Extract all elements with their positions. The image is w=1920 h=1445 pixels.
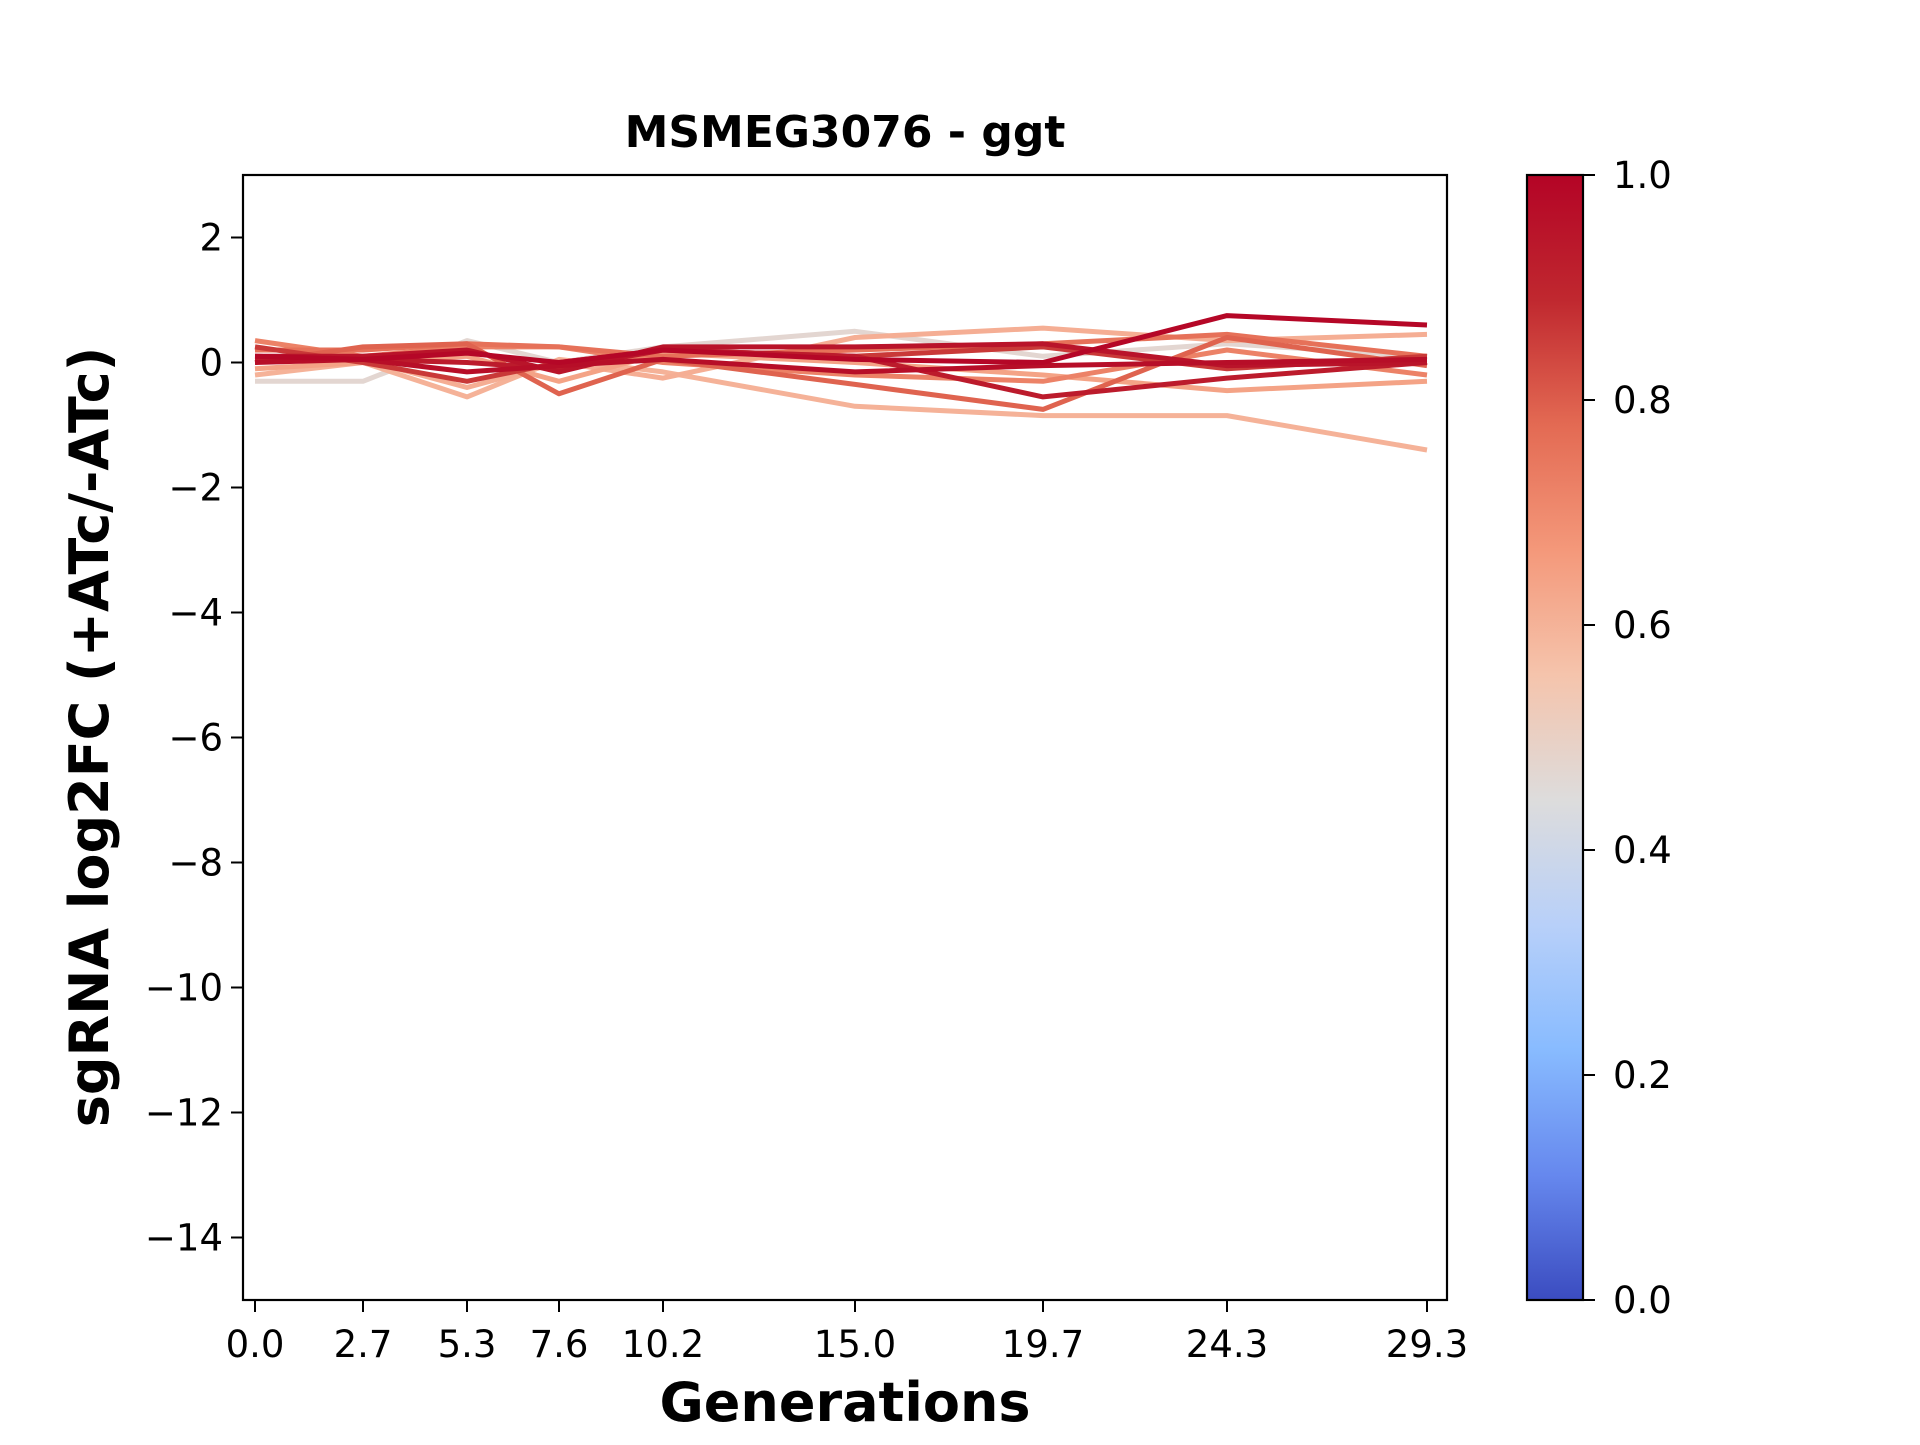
colorbar-tick-label: 0.0 — [1613, 1279, 1672, 1322]
x-tick-label: 24.3 — [1186, 1323, 1268, 1366]
y-tick-label: 0 — [199, 342, 223, 385]
colorbar: 0.0 0.2 0.4 0.6 0.8 1.0 — [1525, 154, 1672, 1322]
x-axis-label: Generations — [659, 1371, 1030, 1434]
colorbar-tick-label: 1.0 — [1613, 154, 1672, 197]
x-tick-label: 15.0 — [814, 1323, 896, 1366]
y-axis: 2 0 −2 −4 −6 −8 −10 −12 −14 — [145, 217, 243, 1260]
y-tick-label: −6 — [168, 717, 223, 760]
colorbar-gradient — [1527, 175, 1583, 1300]
colorbar-frame — [1525, 173, 1585, 1302]
x-tick-label: 0.0 — [226, 1323, 285, 1366]
colorbar-tick-label: 0.8 — [1613, 379, 1672, 422]
colorbar-ticks: 0.0 0.2 0.4 0.6 0.8 1.0 — [1583, 154, 1672, 1322]
series-layer — [254, 313, 1428, 453]
y-tick-label: 2 — [199, 217, 223, 260]
y-tick-label: −14 — [145, 1217, 223, 1260]
colorbar-tick-label: 0.2 — [1613, 1054, 1672, 1097]
series-line-11 — [254, 356, 1428, 375]
x-axis: 0.0 2.7 5.3 7.6 10.2 15.0 19.7 24.3 29.3 — [226, 1300, 1468, 1366]
y-axis-label: sgRNA log2FC (+ATc/-ATc) — [58, 347, 121, 1128]
x-tick-label: 7.6 — [530, 1323, 589, 1366]
x-tick-label: 19.7 — [1002, 1323, 1084, 1366]
chart-title: MSMEG3076 - ggt — [625, 107, 1066, 158]
x-tick-label: 29.3 — [1386, 1323, 1468, 1366]
y-tick-label: −10 — [145, 967, 223, 1010]
colorbar-tick-label: 0.4 — [1613, 829, 1672, 872]
x-tick-label: 5.3 — [438, 1323, 497, 1366]
x-tick-label: 10.2 — [622, 1323, 704, 1366]
series-line-10 — [255, 341, 1428, 375]
x-tick-label: 2.7 — [334, 1323, 393, 1366]
y-tick-label: −4 — [168, 592, 223, 635]
y-tick-label: −8 — [168, 842, 223, 885]
series-line-12 — [254, 313, 1428, 365]
colorbar-tick-label: 0.6 — [1613, 604, 1672, 647]
y-tick-label: −2 — [168, 467, 223, 510]
series-line-2 — [254, 356, 1428, 453]
y-tick-label: −12 — [145, 1092, 223, 1135]
